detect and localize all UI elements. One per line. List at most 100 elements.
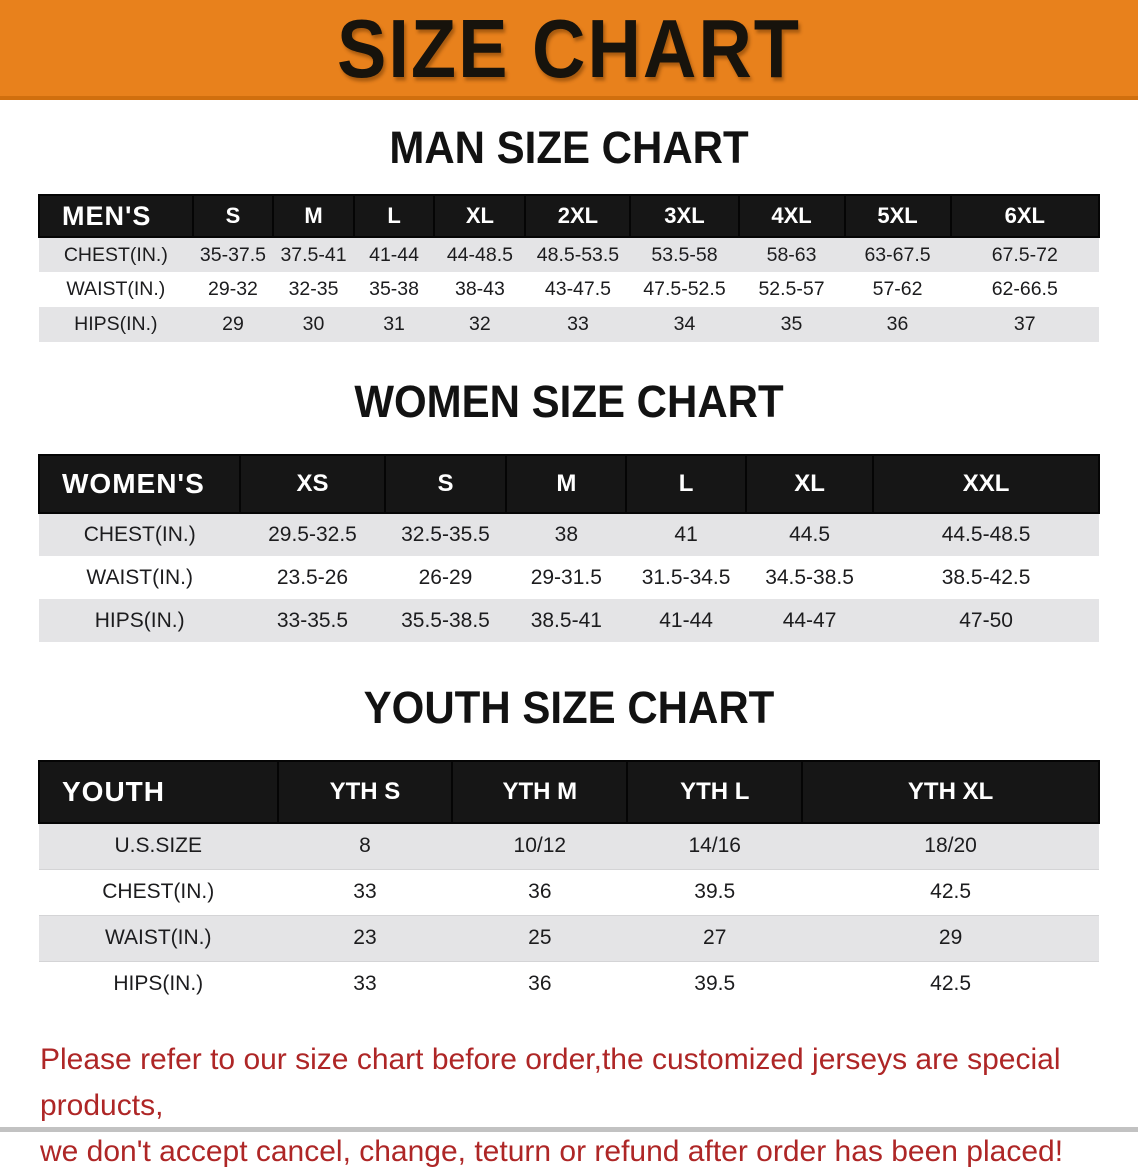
row-label: U.S.SIZE bbox=[39, 822, 278, 869]
value-cell: 62-66.5 bbox=[950, 272, 1099, 307]
men-size-table: MEN'S S M L XL 2XL 3XL 4XL 5XL 6XL CHEST… bbox=[38, 194, 1101, 342]
value-cell: 31 bbox=[353, 307, 435, 342]
value-cell: 30 bbox=[273, 307, 354, 342]
size-header-cell: S bbox=[191, 194, 275, 238]
value-cell: 63-67.5 bbox=[844, 237, 951, 272]
value-cell: 42.5 bbox=[802, 960, 1099, 1007]
row-label: CHEST(IN.) bbox=[39, 237, 193, 272]
value-cell: 8 bbox=[277, 822, 453, 869]
value-cell: 41-44 bbox=[626, 599, 746, 642]
women-waist-row: WAIST(IN.) 23.5-26 26-29 29-31.5 31.5-34… bbox=[39, 556, 1099, 599]
value-cell: 23 bbox=[277, 914, 453, 961]
notice-line-2: we don't accept cancel, change, teturn o… bbox=[40, 1135, 1064, 1168]
value-cell: 33 bbox=[277, 960, 453, 1007]
youth-waist-row: WAIST(IN.) 23 25 27 29 bbox=[39, 914, 1099, 961]
banner: SIZE CHART bbox=[0, 0, 1138, 100]
size-header-cell: XL bbox=[744, 454, 875, 514]
value-cell: 57-62 bbox=[844, 272, 951, 307]
value-cell: 44.5-48.5 bbox=[873, 513, 1099, 556]
value-cell: 47.5-52.5 bbox=[630, 272, 739, 307]
women-table-label: WOMEN'S bbox=[37, 454, 242, 514]
value-cell: 39.5 bbox=[627, 960, 803, 1007]
value-cell: 67.5-72 bbox=[950, 237, 1099, 272]
value-cell: 35-37.5 bbox=[192, 237, 274, 272]
value-cell: 37.5-41 bbox=[273, 237, 354, 272]
row-label: WAIST(IN.) bbox=[39, 914, 278, 961]
value-cell: 35.5-38.5 bbox=[384, 599, 507, 642]
row-label: CHEST(IN.) bbox=[39, 868, 278, 915]
youth-section-title-text: YOUTH SIZE CHART bbox=[363, 682, 775, 733]
size-header-cell: L bbox=[352, 194, 436, 238]
size-header-cell: YTH L bbox=[626, 760, 804, 824]
size-header-cell: XL bbox=[433, 194, 527, 238]
value-cell: 29.5-32.5 bbox=[240, 513, 385, 556]
value-cell: 38-43 bbox=[434, 272, 526, 307]
youth-chest-row: CHEST(IN.) 33 36 39.5 42.5 bbox=[39, 868, 1099, 915]
value-cell: 14/16 bbox=[627, 822, 803, 869]
notice-line-1: Please refer to our size chart before or… bbox=[40, 1043, 1061, 1122]
size-header-cell: YTH XL bbox=[801, 760, 1100, 824]
men-waist-row: WAIST(IN.) 29-32 32-35 35-38 38-43 43-47… bbox=[39, 272, 1099, 307]
size-header-cell: YTH M bbox=[451, 760, 629, 824]
value-cell: 37 bbox=[950, 307, 1099, 342]
page-title: SIZE CHART bbox=[337, 1, 801, 95]
value-cell: 32.5-35.5 bbox=[384, 513, 507, 556]
size-header-cell: M bbox=[272, 194, 355, 238]
value-cell: 26-29 bbox=[384, 556, 507, 599]
value-cell: 42.5 bbox=[802, 868, 1099, 915]
men-section-title-text: MAN SIZE CHART bbox=[389, 122, 749, 173]
value-cell: 34.5-38.5 bbox=[745, 556, 874, 599]
value-cell: 32 bbox=[434, 307, 526, 342]
value-cell: 32-35 bbox=[273, 272, 354, 307]
women-section-title-text: WOMEN SIZE CHART bbox=[354, 376, 784, 427]
size-header-cell: S bbox=[383, 454, 508, 514]
youth-ussize-row: U.S.SIZE 8 10/12 14/16 18/20 bbox=[39, 822, 1099, 869]
value-cell: 44-48.5 bbox=[434, 237, 526, 272]
size-header-cell: L bbox=[625, 454, 747, 514]
youth-section-title: YOUTH SIZE CHART bbox=[0, 682, 1138, 733]
row-label: HIPS(IN.) bbox=[39, 599, 241, 642]
row-label: CHEST(IN.) bbox=[39, 513, 241, 556]
size-header-cell: 2XL bbox=[524, 194, 632, 238]
value-cell: 29-32 bbox=[192, 272, 274, 307]
value-cell: 29 bbox=[192, 307, 274, 342]
row-label: HIPS(IN.) bbox=[39, 307, 193, 342]
value-cell: 36 bbox=[452, 868, 628, 915]
value-cell: 29-31.5 bbox=[506, 556, 627, 599]
value-cell: 38.5-42.5 bbox=[873, 556, 1099, 599]
value-cell: 27 bbox=[627, 914, 803, 961]
women-chest-row: CHEST(IN.) 29.5-32.5 32.5-35.5 38 41 44.… bbox=[39, 513, 1099, 556]
value-cell: 18/20 bbox=[802, 822, 1099, 869]
size-header-cell: 5XL bbox=[843, 194, 952, 238]
row-label: WAIST(IN.) bbox=[39, 556, 241, 599]
youth-table-label: YOUTH bbox=[38, 760, 279, 824]
value-cell: 58-63 bbox=[738, 237, 845, 272]
value-cell: 39.5 bbox=[627, 868, 803, 915]
size-header-cell: 4XL bbox=[737, 194, 846, 238]
youth-size-table: YOUTH YTH S YTH M YTH L YTH XL U.S.SIZE … bbox=[38, 760, 1100, 1007]
women-section-title: WOMEN SIZE CHART bbox=[0, 376, 1138, 427]
size-header-cell: 3XL bbox=[629, 194, 740, 238]
men-chest-row: CHEST(IN.) 35-37.5 37.5-41 41-44 44-48.5… bbox=[39, 237, 1099, 272]
row-label: HIPS(IN.) bbox=[39, 960, 278, 1007]
value-cell: 33-35.5 bbox=[240, 599, 385, 642]
value-cell: 47-50 bbox=[873, 599, 1099, 642]
size-header-cell: M bbox=[505, 454, 628, 514]
value-cell: 31.5-34.5 bbox=[626, 556, 746, 599]
value-cell: 35-38 bbox=[353, 272, 435, 307]
size-header-cell: XXL bbox=[872, 454, 1100, 514]
value-cell: 44.5 bbox=[745, 513, 874, 556]
value-cell: 53.5-58 bbox=[630, 237, 739, 272]
value-cell: 36 bbox=[844, 307, 951, 342]
size-header-cell: XS bbox=[239, 454, 386, 514]
value-cell: 34 bbox=[630, 307, 739, 342]
value-cell: 43-47.5 bbox=[525, 272, 631, 307]
value-cell: 48.5-53.5 bbox=[525, 237, 631, 272]
youth-hips-row: HIPS(IN.) 33 36 39.5 42.5 bbox=[39, 960, 1099, 1007]
men-table-label: MEN'S bbox=[38, 194, 194, 238]
value-cell: 38.5-41 bbox=[506, 599, 627, 642]
men-hips-row: HIPS(IN.) 29 30 31 32 33 34 35 36 37 bbox=[39, 307, 1099, 342]
men-header-row: MEN'S S M L XL 2XL 3XL 4XL 5XL 6XL bbox=[38, 194, 1101, 238]
men-section-title: MAN SIZE CHART bbox=[0, 122, 1138, 173]
page-bottom-edge bbox=[0, 1127, 1138, 1132]
